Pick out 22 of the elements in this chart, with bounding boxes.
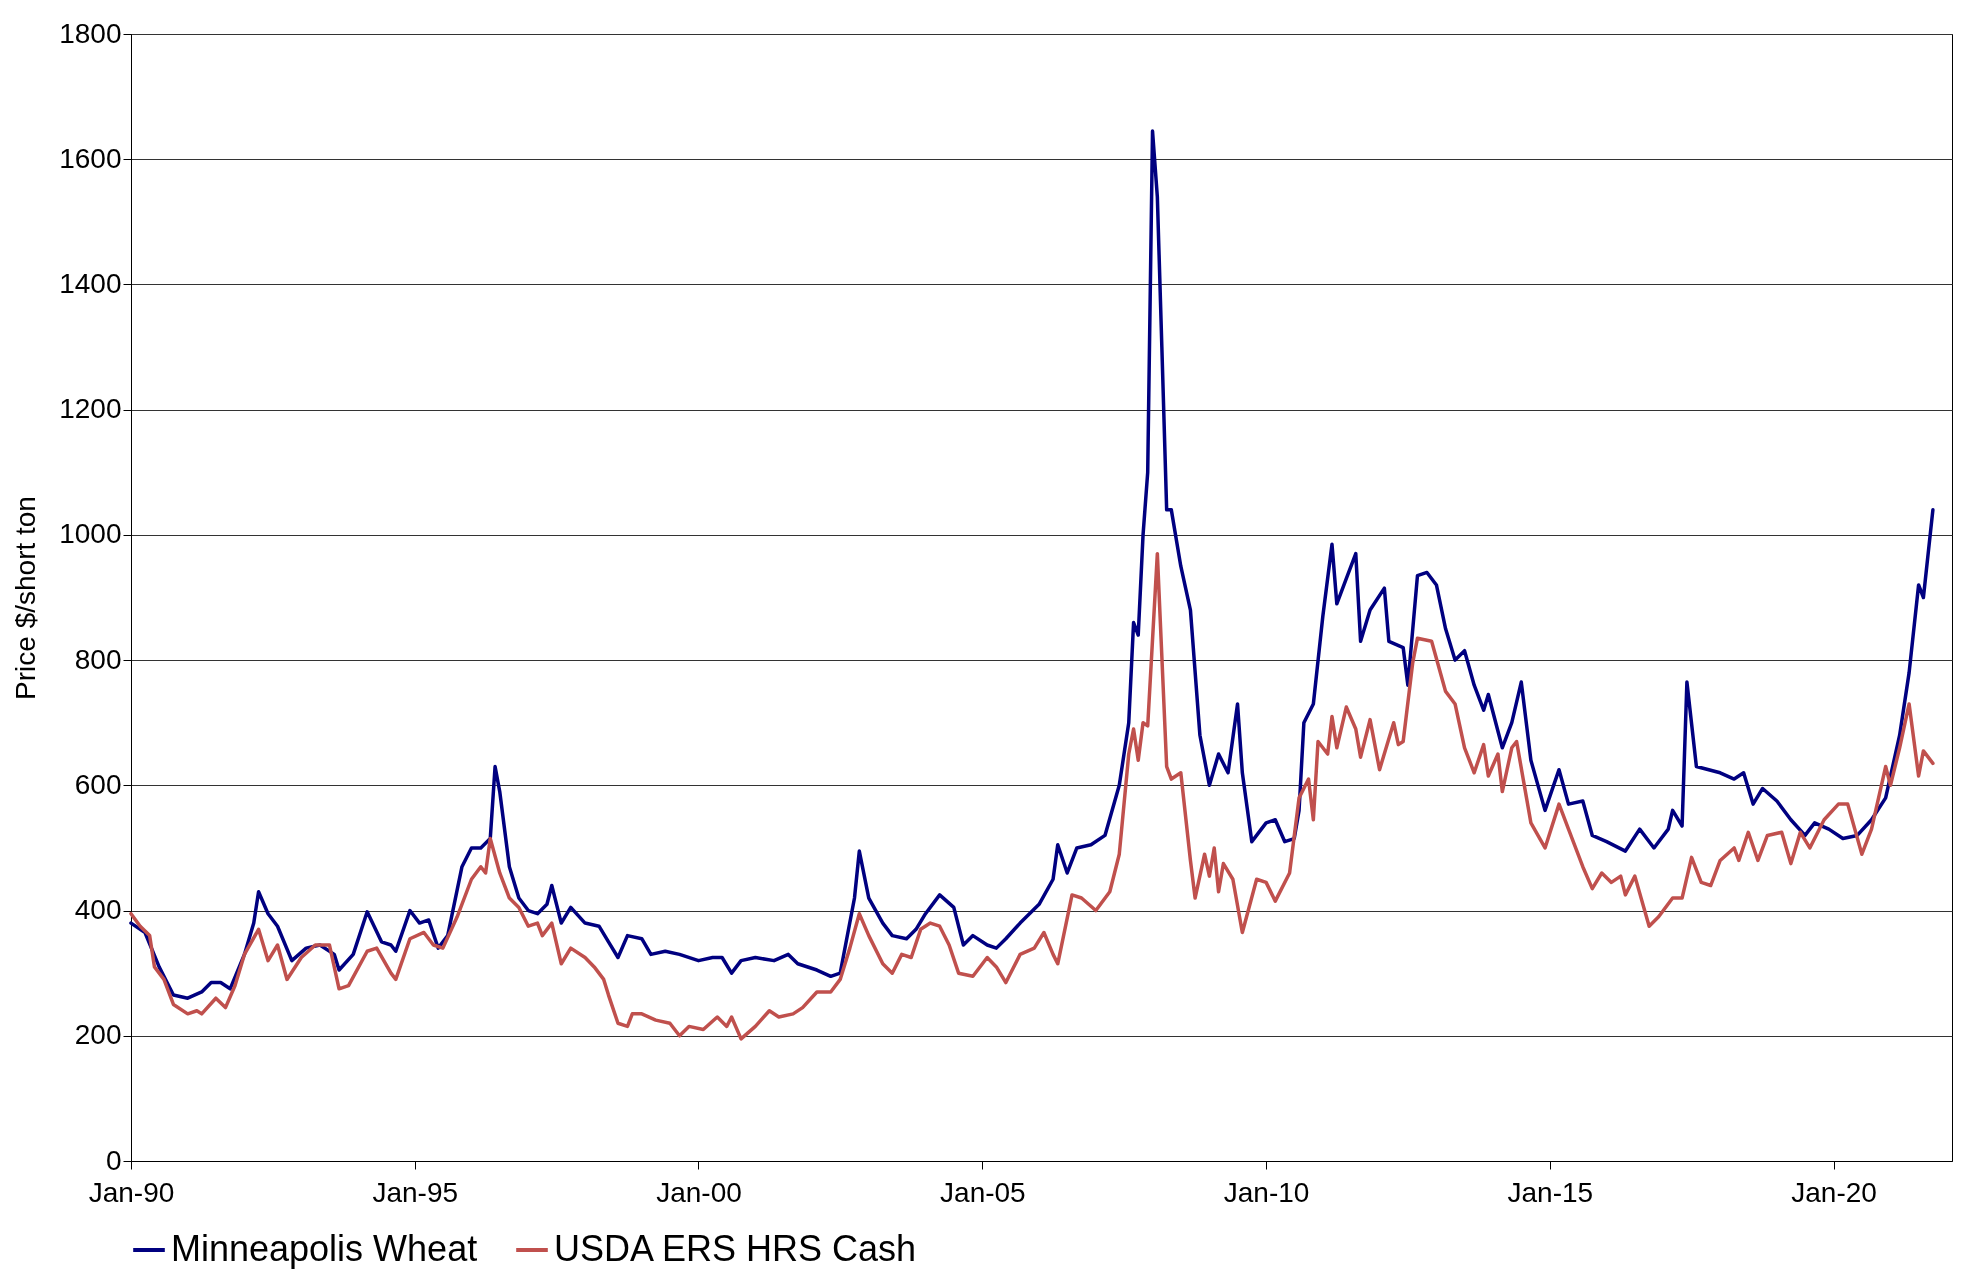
y-tick-label: 600 xyxy=(74,768,122,800)
x-tick-label: Jan-95 xyxy=(372,1176,459,1208)
y-tick-label: 800 xyxy=(74,643,122,675)
line-series xyxy=(129,129,1935,1000)
y-tick-label: 1000 xyxy=(59,518,122,550)
legend-label: Minneapolis Wheat xyxy=(171,1228,478,1269)
y-tick-label: 200 xyxy=(74,1019,122,1051)
y-tick-label: 1200 xyxy=(59,393,122,425)
y-tick-label: 1600 xyxy=(59,142,122,174)
x-tick-label: Jan-00 xyxy=(656,1176,742,1208)
x-tick-label: Jan-05 xyxy=(940,1176,1026,1208)
x-tick-label: Jan-10 xyxy=(1223,1176,1310,1208)
x-tick-label: Jan-20 xyxy=(1791,1176,1877,1208)
legend-label: USDA ERS HRS Cash xyxy=(554,1228,917,1269)
y-tick-label: 400 xyxy=(74,894,122,926)
line-series xyxy=(129,551,1935,1041)
y-tick-label: 0 xyxy=(105,1144,122,1176)
y-tick-label: 1400 xyxy=(59,267,122,299)
x-tick-label: Jan-15 xyxy=(1507,1176,1594,1208)
y-axis-title: Price $/short ton xyxy=(10,496,42,700)
x-tick-label: Jan-90 xyxy=(88,1176,175,1208)
y-tick-label: 1800 xyxy=(59,17,122,49)
